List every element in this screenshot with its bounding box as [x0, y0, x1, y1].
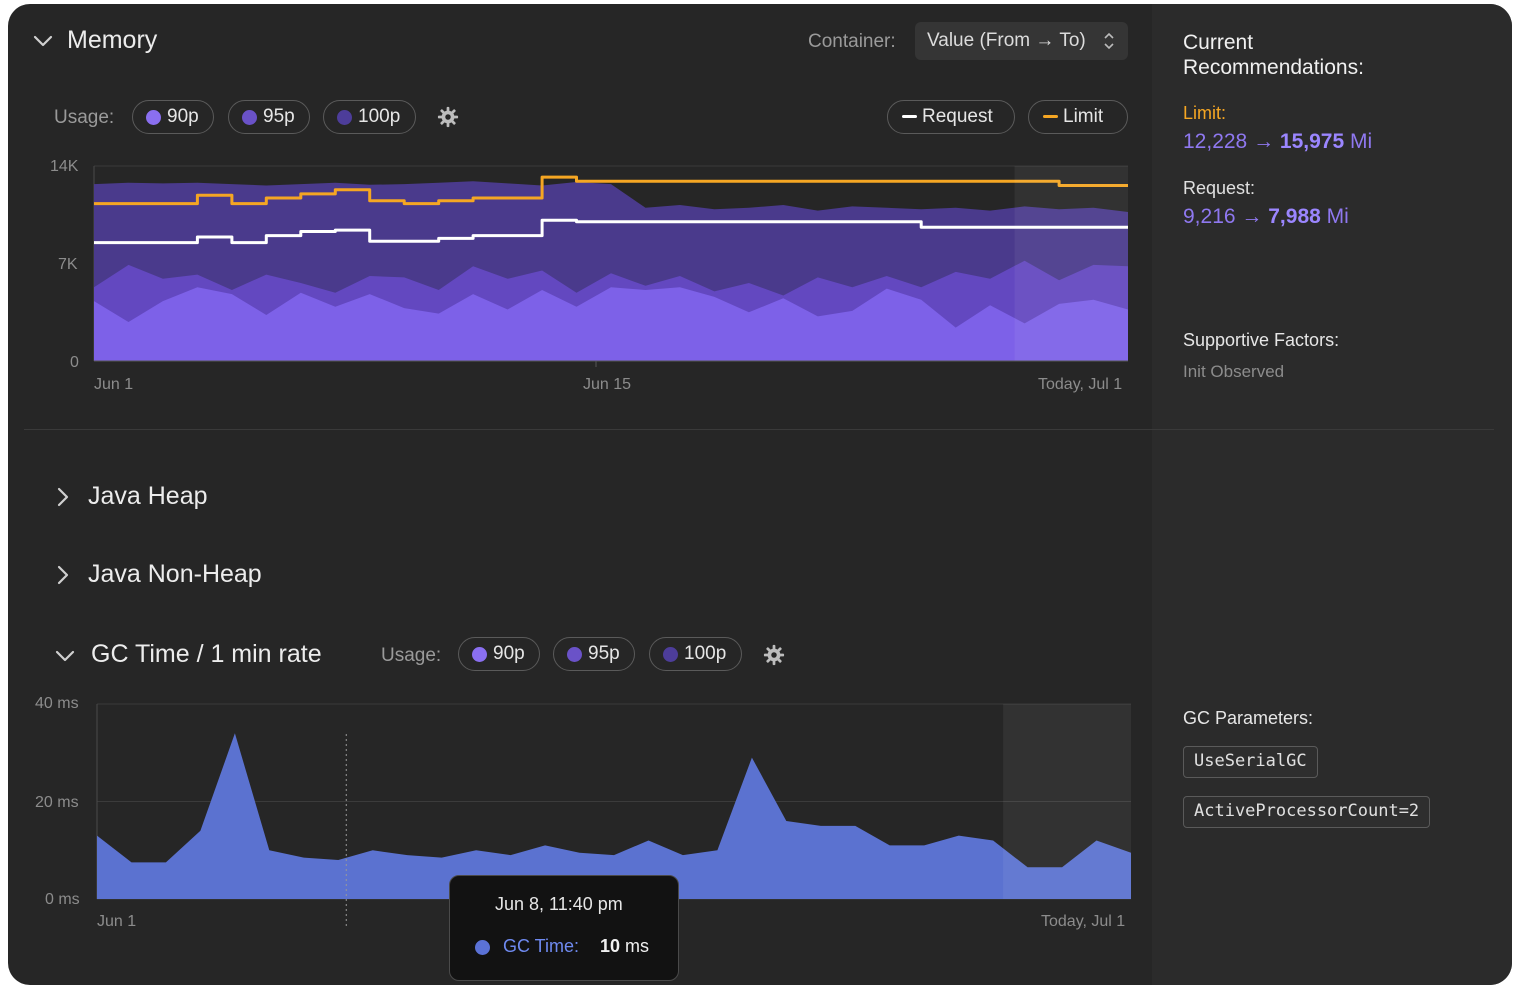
dot-icon — [242, 110, 257, 125]
x-tick: Jun 1 — [94, 376, 134, 393]
y-tick: 0 ms — [45, 891, 80, 908]
dot-icon — [337, 110, 352, 125]
limit-unit: Mi — [1350, 130, 1373, 153]
supportive-factors-value: Init Observed — [1183, 362, 1285, 381]
pill-label: 90p — [167, 106, 199, 127]
memory-title: Memory — [67, 26, 158, 54]
chevron-right-icon[interactable] — [54, 486, 72, 508]
limit-from: 12,228 — [1183, 130, 1248, 153]
java-heap-title[interactable]: Java Heap — [88, 482, 208, 510]
x-tick: Today, Jul 1 — [1041, 913, 1126, 930]
dot-icon — [146, 110, 161, 125]
dot-icon — [475, 940, 490, 955]
pill-label: 100p — [684, 643, 727, 664]
recommendations-title-line2: Recommendations: — [1183, 56, 1364, 79]
y-tick: 7K — [58, 256, 78, 273]
x-tick: Jun 15 — [583, 376, 632, 393]
container-select[interactable]: Value (From → To) — [915, 22, 1128, 60]
memory-recommendation-card: Memory Container: Value (From → To) Usag… — [8, 4, 1512, 985]
request-label: Request: — [1183, 178, 1256, 198]
limit-value: 12,228 → 15,975 Mi — [1183, 130, 1372, 154]
dash-icon — [1043, 115, 1058, 118]
y-tick: 40 ms — [35, 695, 79, 712]
chevron-right-icon[interactable] — [54, 564, 72, 586]
container-label: Container: — [808, 31, 896, 52]
y-tick: 20 ms — [35, 794, 79, 811]
pill-label: 100p — [358, 106, 401, 127]
y-tick: 14K — [50, 158, 79, 175]
gear-icon[interactable] — [437, 106, 459, 128]
recommendations-title-line1: Current — [1183, 31, 1254, 54]
y-tick: 0 — [70, 354, 79, 371]
section-divider — [24, 429, 1494, 430]
chevron-down-icon[interactable] — [32, 32, 54, 50]
future-shade — [1014, 166, 1128, 361]
dot-icon — [472, 647, 487, 662]
limit-label: Limit: — [1183, 103, 1227, 123]
gc-param-chip: UseSerialGC — [1183, 746, 1318, 778]
line-series-request — [94, 218, 1128, 245]
java-non-heap-title[interactable]: Java Non-Heap — [88, 560, 262, 588]
pill-95p[interactable]: 95p — [553, 637, 635, 671]
limit-toggle-label: Limit — [1063, 106, 1104, 127]
tooltip-series: GC Time: — [503, 936, 580, 956]
chevron-down-icon[interactable] — [54, 647, 76, 665]
container-select-value: Value (From → To) — [927, 30, 1086, 51]
chart-tooltip: Jun 8, 11:40 pm GC Time: 10 ms — [449, 875, 679, 981]
pill-95p[interactable]: 95p — [228, 100, 310, 134]
area-series-90p — [94, 287, 1128, 361]
x-tick: Today, Jul 1 — [1038, 376, 1123, 393]
pill-100p[interactable]: 100p — [649, 637, 742, 671]
tooltip-date: Jun 8, 11:40 pm — [495, 894, 623, 914]
future-shade — [1003, 704, 1131, 899]
request-to: 7,988 — [1268, 205, 1321, 228]
request-toggle[interactable]: Request — [887, 100, 1015, 134]
recommendations-title: Current Recommendations: — [1183, 30, 1364, 80]
line-series-limit — [94, 175, 1128, 206]
pill-90p[interactable]: 90p — [132, 100, 214, 134]
gc-param-chip: ActiveProcessorCount=2 — [1183, 796, 1431, 828]
limit-toggle[interactable]: Limit — [1028, 100, 1128, 134]
gc-time-title: GC Time / 1 min rate — [91, 640, 322, 668]
x-tick: Jun 1 — [97, 913, 137, 930]
arrow-icon: → — [1241, 205, 1263, 228]
usage-label: Usage: — [54, 107, 115, 128]
request-toggle-label: Request — [922, 106, 993, 127]
limit-to: 15,975 — [1279, 130, 1345, 153]
dot-icon — [663, 647, 678, 662]
arrow-icon: → — [1253, 130, 1275, 153]
pill-90p[interactable]: 90p — [458, 637, 540, 671]
request-value: 9,216 → 7,988 Mi — [1183, 205, 1349, 229]
pill-label: 95p — [588, 643, 620, 664]
pill-label: 95p — [263, 106, 295, 127]
request-unit: Mi — [1326, 205, 1349, 228]
supportive-factors-label: Supportive Factors: — [1183, 330, 1340, 350]
request-from: 9,216 — [1183, 205, 1236, 228]
tooltip-value-unit: ms — [625, 936, 650, 956]
pill-100p[interactable]: 100p — [323, 100, 416, 134]
dot-icon — [567, 647, 582, 662]
tooltip-value-number: 10 — [600, 936, 621, 956]
area-series-gc-time — [97, 733, 1131, 899]
dash-icon — [902, 115, 917, 118]
tooltip-value: 10 ms — [600, 936, 649, 957]
memory-chart[interactable] — [8, 4, 1152, 404]
sort-arrows-icon — [1104, 32, 1114, 50]
pill-label: 90p — [493, 643, 525, 664]
gc-time-chart[interactable] — [8, 4, 1152, 985]
gear-icon[interactable] — [763, 644, 785, 666]
usage-label: Usage: — [381, 645, 442, 666]
gc-parameters-label: GC Parameters: — [1183, 708, 1314, 728]
